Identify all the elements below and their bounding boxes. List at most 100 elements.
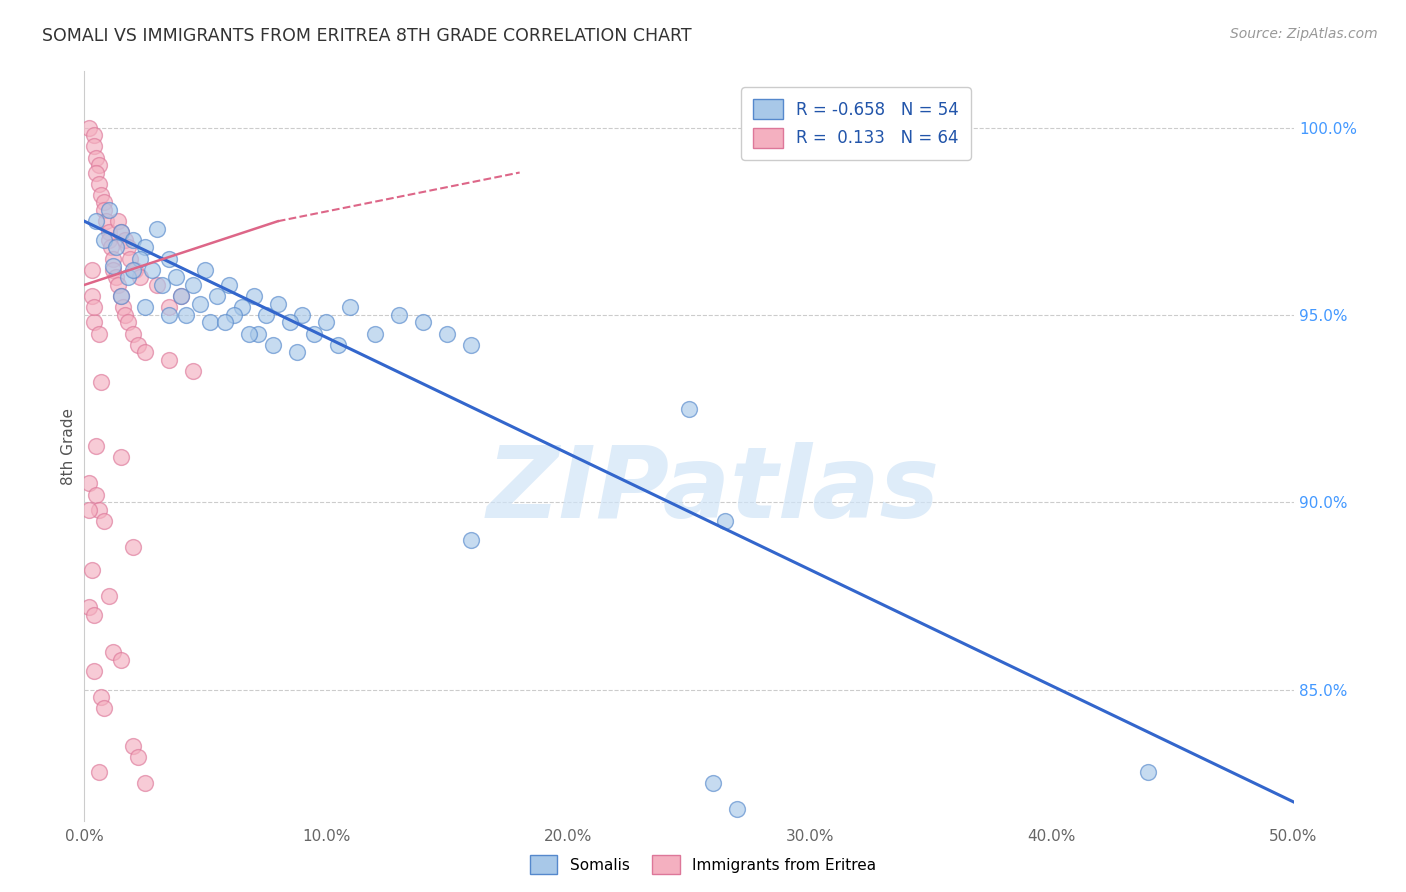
Point: [77, 476, 100, 491]
Point: [90, 376, 112, 390]
Point: [100, 240, 122, 254]
Point: [121, 263, 143, 277]
Point: [83, 139, 105, 153]
Point: [157, 352, 180, 367]
Point: [238, 326, 260, 341]
Point: [97, 226, 120, 240]
Point: [104, 270, 127, 285]
Point: [267, 296, 290, 310]
Point: [94, 214, 117, 228]
Point: [110, 289, 132, 303]
Point: [242, 289, 264, 303]
Point: [678, 401, 700, 416]
Point: [77, 120, 100, 135]
Point: [165, 270, 187, 285]
Point: [285, 345, 308, 359]
Point: [120, 252, 142, 266]
Point: [117, 270, 139, 285]
Point: [141, 263, 163, 277]
Point: [80, 563, 103, 577]
Point: [87, 177, 110, 191]
Point: [117, 315, 139, 329]
Point: [121, 540, 143, 554]
Point: [103, 252, 125, 266]
Point: [83, 664, 105, 678]
Text: ZIPatlas: ZIPatlas: [486, 442, 939, 540]
Point: [110, 450, 132, 465]
Point: [224, 308, 246, 322]
Point: [110, 226, 132, 240]
Point: [127, 750, 149, 764]
Point: [121, 326, 143, 341]
Point: [702, 776, 724, 790]
Point: [90, 188, 112, 202]
Point: [134, 301, 156, 315]
Point: [127, 338, 149, 352]
Point: [1137, 764, 1160, 779]
Point: [262, 338, 284, 352]
Point: [110, 652, 132, 666]
Point: [157, 301, 180, 315]
Point: [214, 315, 236, 329]
Point: [714, 514, 737, 528]
Point: [174, 308, 197, 322]
Point: [412, 315, 434, 329]
Point: [231, 301, 253, 315]
Point: [83, 607, 105, 622]
Point: [181, 277, 204, 292]
Point: [134, 240, 156, 254]
Point: [181, 364, 204, 378]
Point: [170, 289, 193, 303]
Point: [97, 589, 120, 603]
Point: [129, 252, 152, 266]
Point: [218, 277, 240, 292]
Point: [117, 240, 139, 254]
Point: [86, 214, 108, 228]
Point: [198, 315, 221, 329]
Point: [157, 252, 180, 266]
Point: [90, 690, 112, 704]
Point: [86, 488, 108, 502]
Point: [339, 301, 361, 315]
Point: [302, 326, 325, 341]
Point: [87, 158, 110, 172]
Point: [363, 326, 385, 341]
Point: [170, 289, 193, 303]
Point: [291, 308, 314, 322]
Point: [194, 263, 217, 277]
Point: [315, 315, 337, 329]
Point: [146, 277, 169, 292]
Point: [254, 308, 277, 322]
Y-axis label: 8th Grade: 8th Grade: [60, 408, 76, 484]
Point: [328, 338, 350, 352]
Point: [97, 202, 120, 217]
Point: [278, 315, 301, 329]
Point: [104, 240, 127, 254]
Point: [134, 345, 156, 359]
Point: [93, 701, 115, 715]
Point: [247, 326, 270, 341]
Point: [80, 289, 103, 303]
Point: [87, 764, 110, 779]
Point: [87, 326, 110, 341]
Point: [86, 439, 108, 453]
Point: [121, 739, 143, 753]
Point: [725, 802, 748, 816]
Point: [460, 338, 482, 352]
Point: [93, 195, 115, 210]
Point: [150, 277, 173, 292]
Point: [93, 514, 115, 528]
Point: [107, 214, 129, 228]
Point: [77, 600, 100, 615]
Point: [146, 221, 169, 235]
Point: [103, 645, 125, 659]
Point: [103, 263, 125, 277]
Point: [86, 165, 108, 179]
Point: [112, 301, 135, 315]
Point: [121, 233, 143, 247]
Point: [134, 776, 156, 790]
Point: [80, 263, 103, 277]
Point: [157, 308, 180, 322]
Point: [124, 263, 146, 277]
Point: [83, 128, 105, 142]
